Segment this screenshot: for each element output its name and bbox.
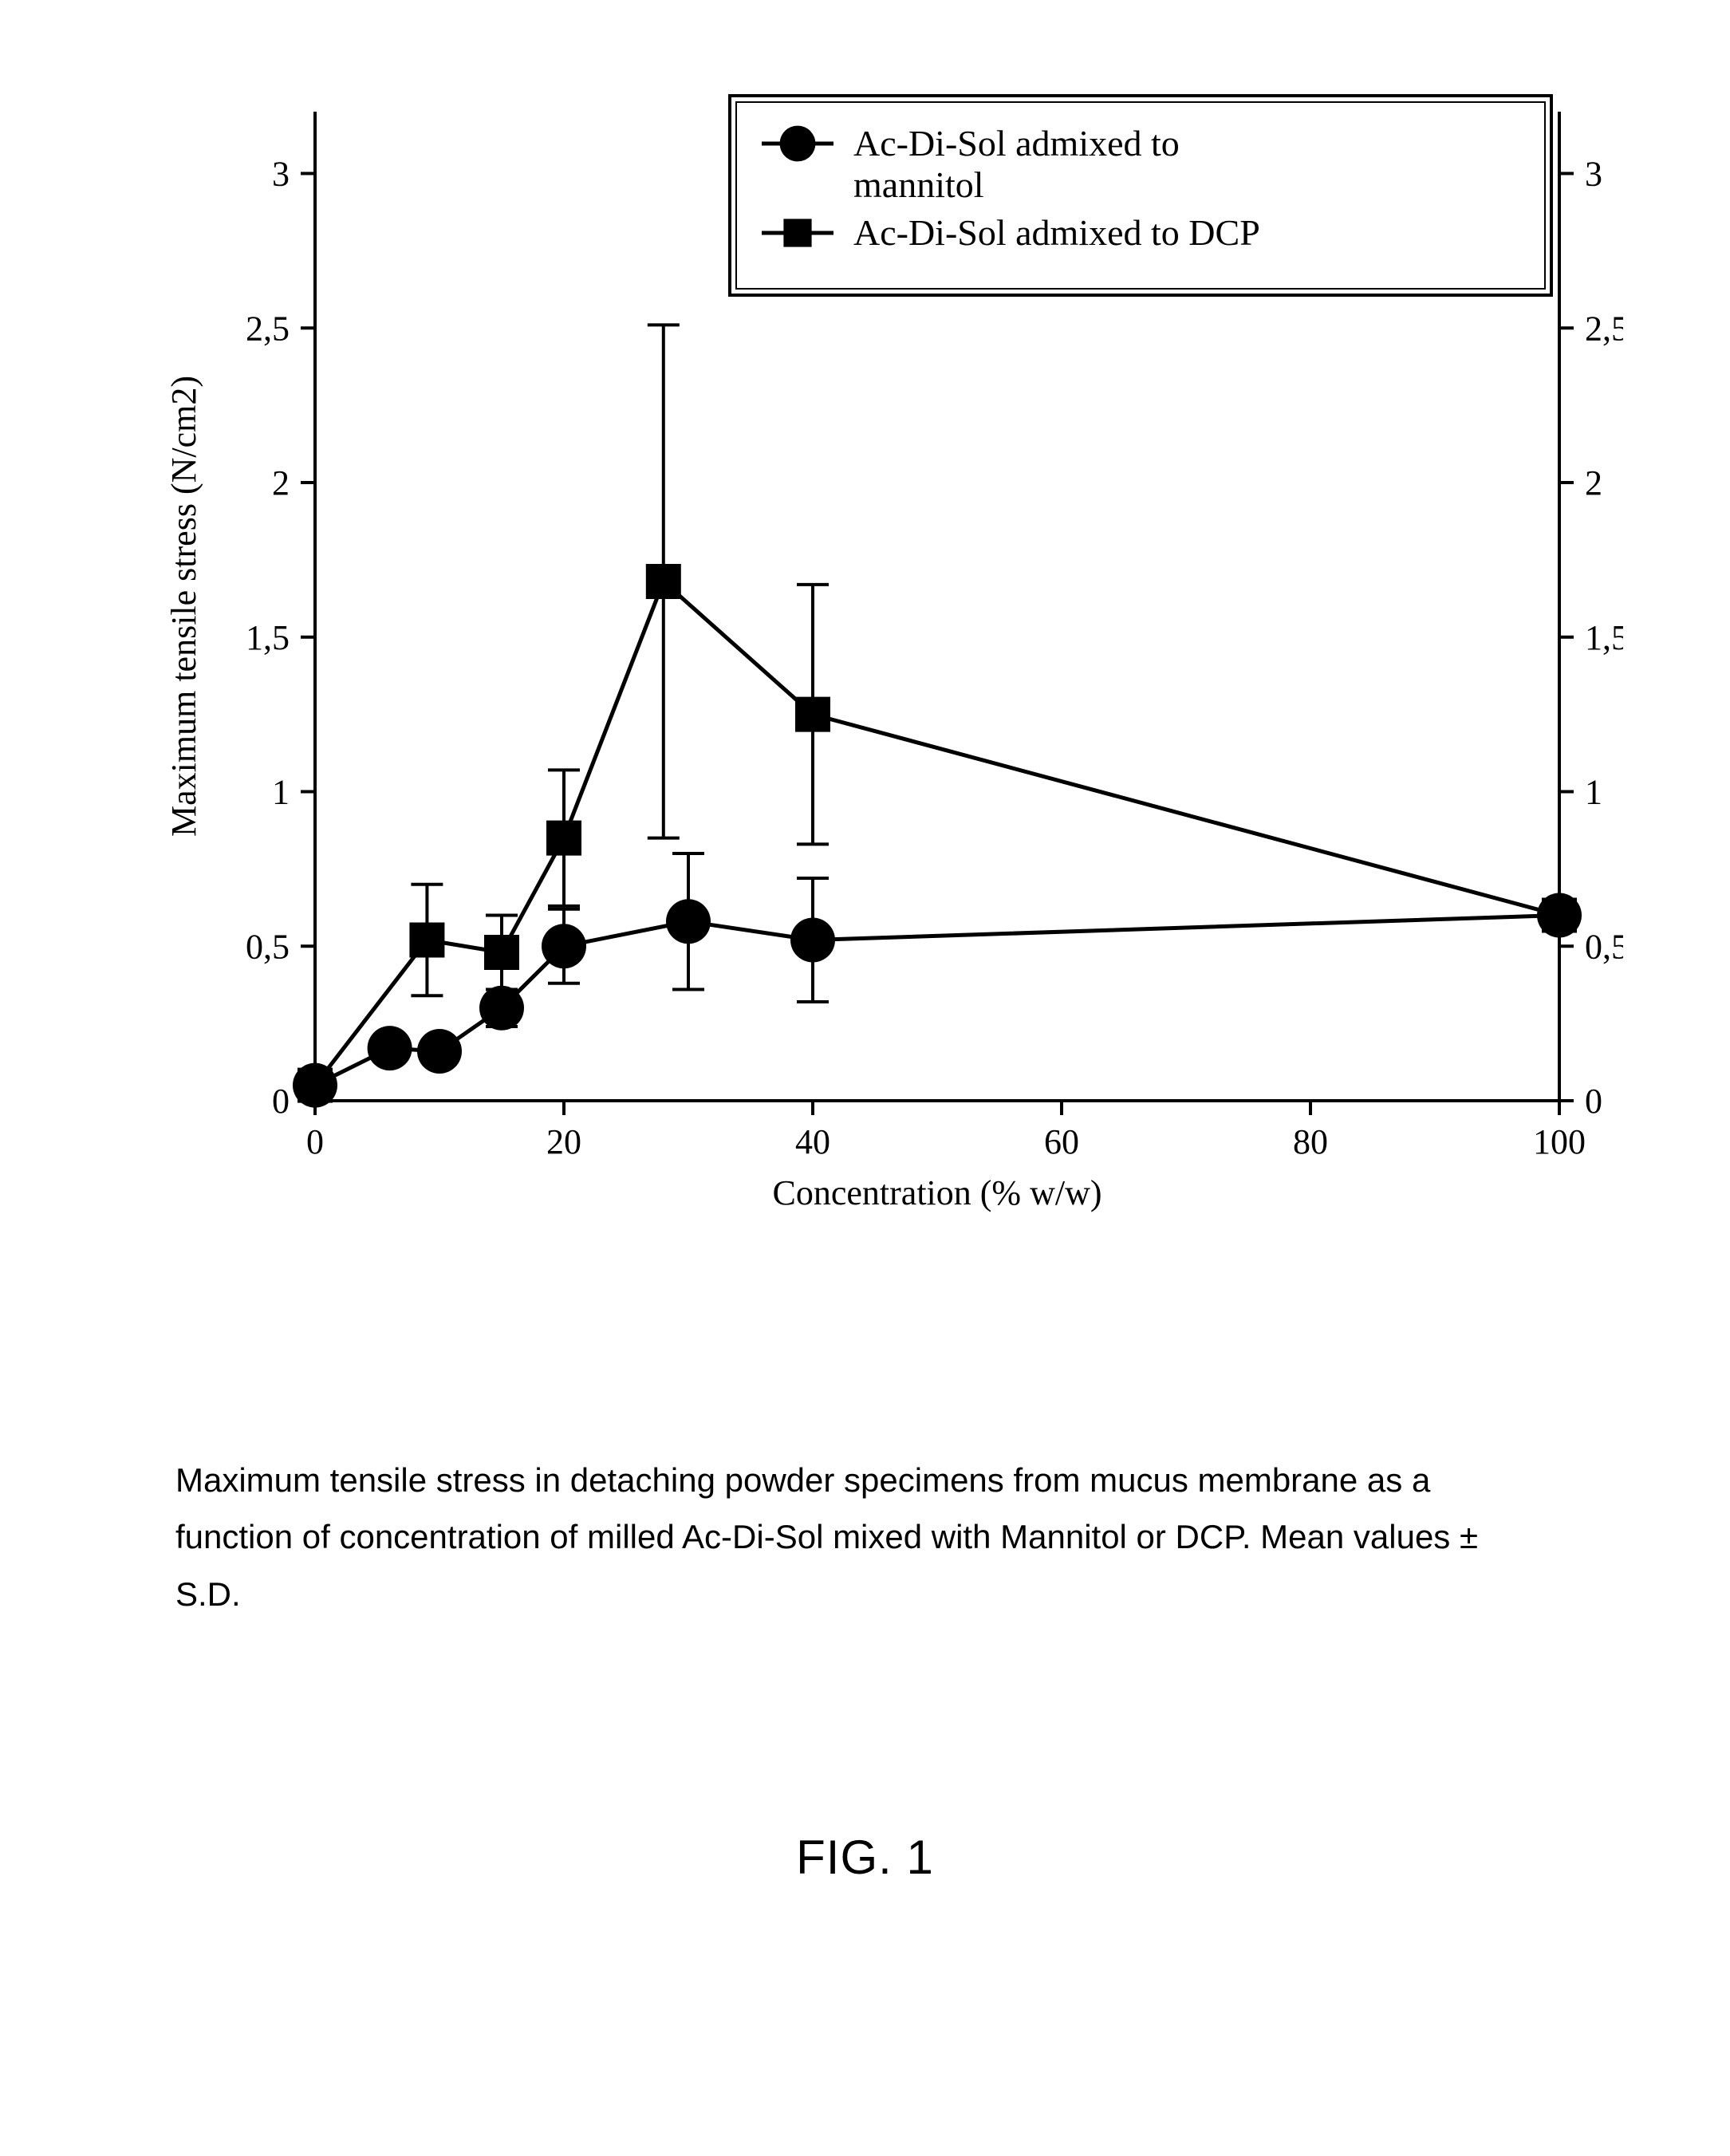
svg-text:0,5: 0,5 [1585,927,1623,966]
tensile-stress-chart: 020406080100Concentration (% w/w)000,50,… [108,32,1623,1308]
svg-text:1,5: 1,5 [1585,618,1623,657]
svg-text:2: 2 [1585,463,1602,503]
svg-text:1: 1 [272,773,290,812]
chart-container: 020406080100Concentration (% w/w)000,50,… [108,32,1623,1308]
svg-text:Ac-Di-Sol admixed to: Ac-Di-Sol admixed to [853,123,1180,164]
svg-text:0: 0 [272,1082,290,1121]
svg-text:2,5: 2,5 [1585,309,1623,348]
svg-text:1: 1 [1585,773,1602,812]
svg-text:Ac-Di-Sol admixed to DCP: Ac-Di-Sol admixed to DCP [853,212,1260,253]
svg-text:60: 60 [1044,1122,1079,1161]
figure-label: FIG. 1 [32,1830,1698,1885]
svg-text:3: 3 [272,155,290,194]
svg-text:0: 0 [1585,1082,1602,1121]
svg-text:0,5: 0,5 [246,927,290,966]
svg-text:40: 40 [795,1122,830,1161]
svg-text:2,5: 2,5 [246,309,290,348]
svg-text:20: 20 [546,1122,581,1161]
svg-text:0: 0 [306,1122,324,1161]
figure-caption: Maximum tensile stress in detaching powd… [175,1452,1492,1622]
svg-text:100: 100 [1533,1122,1586,1161]
svg-text:Maximum tensile stress (N/cm2): Maximum tensile stress (N/cm2) [164,376,203,837]
svg-text:3: 3 [1585,155,1602,194]
svg-text:1,5: 1,5 [246,618,290,657]
svg-text:Concentration (% w/w): Concentration (% w/w) [772,1173,1101,1212]
svg-text:2: 2 [272,463,290,503]
svg-text:mannitol: mannitol [853,164,984,205]
svg-text:80: 80 [1293,1122,1328,1161]
